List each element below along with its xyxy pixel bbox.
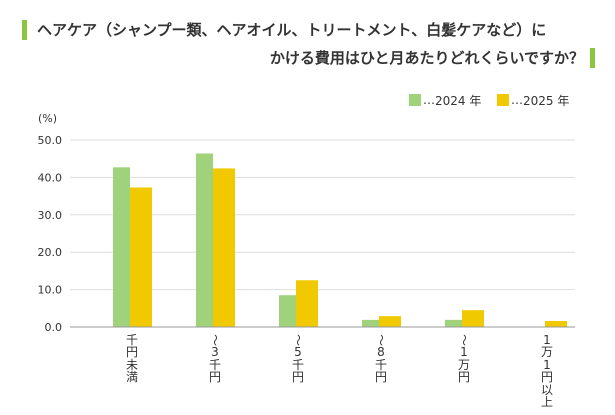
legend-label-2025: 2025 年 xyxy=(523,93,570,108)
y-tick-label: 50.0 xyxy=(38,134,63,147)
x-tick-label: 〜 3 千円 xyxy=(208,334,223,385)
y-tick-label: 30.0 xyxy=(38,209,63,222)
bar-series-0-category-0 xyxy=(113,167,130,327)
bar-series-0-category-1 xyxy=(196,153,213,327)
y-axis-unit-label: (%) xyxy=(38,112,58,125)
legend-item-2024: … 2024 年 xyxy=(409,92,481,108)
bar-series-1-category-4 xyxy=(462,310,484,327)
x-tick-label: 〜 8 千円 xyxy=(374,334,389,385)
x-tick-label: 〜 5 千円 xyxy=(291,334,306,385)
chart-title-line-1: ヘアケア（シャンプー類、ヘアオイル、トリートメント、白髪ケアなど）に xyxy=(37,21,547,39)
legend-swatch-2025 xyxy=(497,94,509,106)
bar-series-1-category-3 xyxy=(379,316,401,327)
y-tick-label: 40.0 xyxy=(38,171,63,184)
y-tick-label: 20.0 xyxy=(38,246,63,259)
bar-series-1-category-2 xyxy=(296,280,318,327)
legend-label-2024: 2024 年 xyxy=(435,93,482,108)
title-accent-bar-right xyxy=(590,48,595,68)
legend-leader: … xyxy=(511,93,523,107)
bar-series-1-category-0 xyxy=(130,187,152,327)
x-tick-label: 千円未満 xyxy=(125,333,138,385)
legend-item-2025: … 2025 年 xyxy=(497,92,569,108)
x-tick-label: 〜 1 万円 xyxy=(457,334,472,385)
bar-series-0-category-2 xyxy=(279,295,296,327)
bar-series-0-category-4 xyxy=(445,319,462,327)
legend-swatch-2024 xyxy=(409,94,421,106)
title-accent-bar-left xyxy=(22,20,27,40)
chart-title-line-2: かける費用はひと月あたりどれくらいですか？ xyxy=(269,49,584,67)
y-tick-label: 0.0 xyxy=(45,321,63,334)
y-tick-label: 10.0 xyxy=(38,284,63,297)
bar-series-1-category-5 xyxy=(545,321,567,327)
bar-series-0-category-3 xyxy=(362,319,379,327)
bar-series-1-category-1 xyxy=(213,168,235,327)
legend-leader: … xyxy=(423,93,435,107)
